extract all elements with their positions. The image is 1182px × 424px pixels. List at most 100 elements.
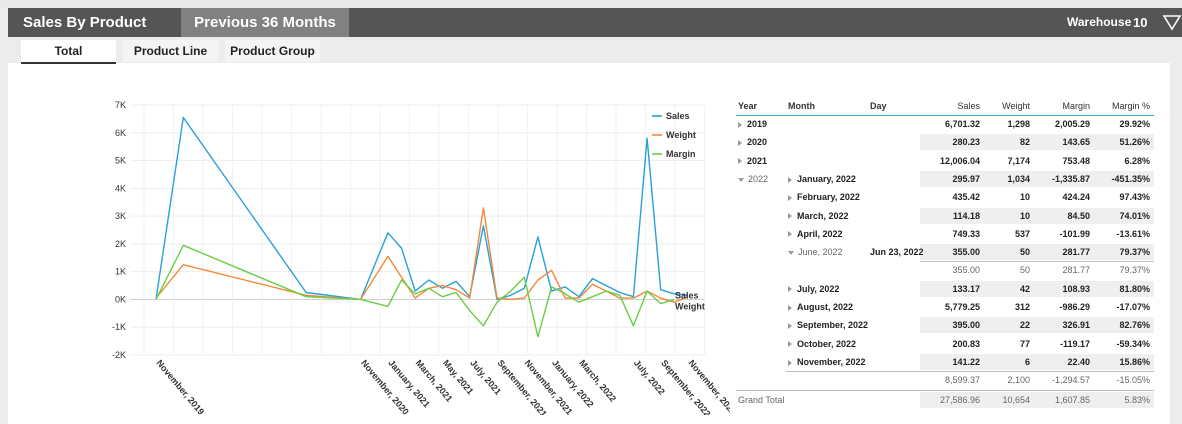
month-label: June, 2022 — [798, 247, 843, 258]
table-row: 2022 January, 2022 295.97 1,034 -1,335.87 -45… — [736, 170, 1154, 188]
collapse-arrow-icon[interactable] — [788, 250, 794, 255]
sales-value: 12,006.04 — [939, 155, 980, 166]
margin-value: 281.77 — [1062, 265, 1090, 276]
expand-arrow-icon[interactable] — [788, 194, 792, 201]
weight-value: 42 — [1019, 283, 1030, 294]
series-line-sales — [155, 116, 689, 301]
month-cell — [788, 391, 868, 409]
tab-product-group[interactable]: Product Group — [225, 40, 320, 62]
y-tick-label: 1K — [115, 267, 126, 277]
table-row: July, 2022 133.17 42 108.93 81.80% — [736, 280, 1154, 298]
table-row: August, 2022 5,779.25 312 -986.29 -17.07% — [736, 298, 1154, 316]
day-cell — [870, 170, 920, 188]
expand-arrow-icon[interactable] — [788, 322, 792, 329]
expand-arrow-icon[interactable] — [738, 139, 742, 146]
margin-pct-value: 6.28% — [1124, 155, 1150, 166]
table-row: 2021 12,006.04 7,174 753.48 6.28% — [736, 152, 1154, 170]
warehouse-label: Warehouse — [1067, 15, 1132, 29]
day-cell — [870, 280, 920, 298]
margin-value: -986.29 — [1059, 302, 1090, 312]
weight-value: 312 — [1014, 302, 1030, 312]
row-shading — [920, 391, 1154, 408]
row-shading — [920, 207, 1154, 224]
month-label: April, 2022 — [797, 228, 843, 239]
day-cell — [870, 391, 920, 409]
subtotal-rule — [786, 371, 1154, 373]
margin-pct-value: -13.61% — [1116, 228, 1150, 239]
month-cell — [788, 115, 868, 133]
column-header: Sales — [957, 101, 980, 111]
sales-value: 114.18 — [952, 210, 980, 221]
legend-label-margin: Margin — [666, 149, 696, 159]
weight-value: 2,100 — [1007, 375, 1030, 386]
expand-arrow-icon[interactable] — [788, 231, 792, 238]
month-label: November, 2022 — [797, 356, 866, 367]
column-header: Year — [738, 101, 758, 111]
margin-pct-value: -451.35% — [1111, 173, 1150, 184]
column-header: Margin — [1062, 101, 1090, 111]
month-label: January, 2022 — [797, 173, 856, 184]
expand-arrow-icon[interactable] — [788, 286, 792, 293]
month-label: July, 2022 — [797, 283, 840, 294]
filter-icon[interactable] — [1162, 14, 1182, 32]
row-shading — [920, 170, 1154, 187]
margin-pct-value: -59.34% — [1116, 338, 1150, 349]
expand-arrow-icon[interactable] — [788, 359, 792, 366]
month-cell: February, 2022 — [788, 188, 868, 206]
row-shading — [920, 134, 1154, 151]
sales-value: 200.83 — [952, 338, 980, 349]
weight-value: 22 — [1019, 320, 1030, 331]
sales-value: 141.22 — [952, 356, 980, 367]
tab-total[interactable]: Total — [21, 40, 116, 64]
y-tick-label: 6K — [115, 128, 126, 138]
margin-value: -1,294.57 — [1051, 375, 1090, 386]
y-tick-label: 7K — [115, 100, 126, 110]
margin-value: 281.77 — [1062, 247, 1090, 258]
expand-arrow-icon[interactable] — [788, 213, 792, 220]
day-cell: Jun 23, 2022 — [870, 247, 924, 258]
year-cell: 2021 — [738, 152, 786, 170]
weight-value: 10 — [1019, 192, 1030, 203]
margin-pct-value: 29.92% — [1119, 119, 1150, 129]
expand-arrow-icon[interactable] — [788, 176, 792, 183]
expand-arrow-icon[interactable] — [738, 121, 742, 128]
month-cell: September, 2022 — [788, 316, 868, 334]
table-row: March, 2022 114.18 10 84.50 74.01% — [736, 207, 1154, 225]
year-label: 2021 — [747, 155, 768, 166]
row-shading — [920, 280, 1154, 297]
day-cell — [870, 133, 920, 151]
expand-arrow-icon[interactable] — [738, 158, 742, 165]
margin-value: 1,607.85 — [1054, 394, 1090, 405]
month-label: February, 2022 — [797, 192, 860, 203]
tab-product-line[interactable]: Product Line — [123, 40, 218, 62]
month-cell — [788, 261, 868, 279]
table-row: October, 2022 200.83 77 -119.17 -59.34% — [736, 335, 1154, 353]
collapse-arrow-icon[interactable] — [738, 177, 744, 182]
year-cell — [738, 261, 786, 279]
month-label: August, 2022 — [797, 302, 854, 312]
year-cell — [738, 207, 786, 225]
row-shading — [920, 317, 1154, 334]
y-tick-label: 4K — [115, 183, 126, 193]
x-tick-label: November, 2019 — [154, 358, 206, 415]
margin-value: 108.93 — [1062, 283, 1090, 294]
table-header-row: Year Month Day Sales Weight Margin Margin % — [736, 97, 1154, 116]
period-button[interactable]: Previous 36 Months — [181, 8, 349, 37]
margin-value: 22.40 — [1067, 356, 1090, 367]
expand-arrow-icon[interactable] — [788, 304, 792, 311]
table-row: February, 2022 435.42 10 424.24 97.43% — [736, 188, 1154, 206]
end-label-sales: Sales — [675, 290, 699, 300]
margin-pct-value: 15.86% — [1119, 356, 1150, 367]
sales-value: 395.00 — [952, 320, 980, 331]
day-cell — [870, 115, 920, 133]
legend-label-sales: Sales — [666, 111, 690, 121]
margin-pct-value: 79.37% — [1119, 265, 1150, 276]
column-header: Weight — [1002, 101, 1030, 111]
margin-value: 84.50 — [1067, 210, 1090, 221]
year-cell — [738, 316, 786, 334]
day-cell — [870, 298, 920, 316]
year-label: 2020 — [747, 137, 768, 148]
year-cell — [738, 243, 786, 261]
weight-value: 10,654 — [1002, 394, 1030, 405]
expand-arrow-icon[interactable] — [788, 341, 792, 348]
